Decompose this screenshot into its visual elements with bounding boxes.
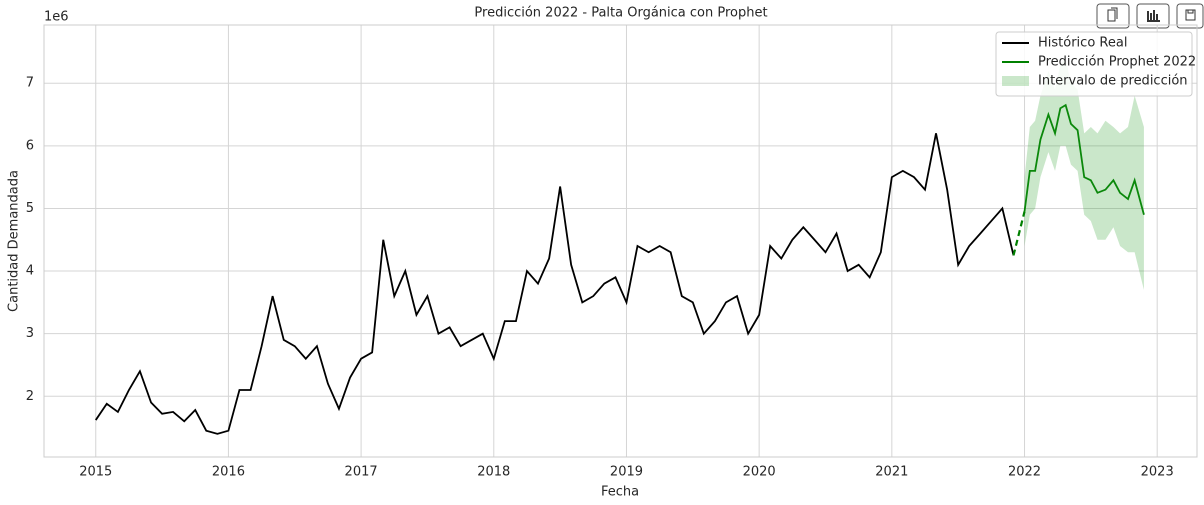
plot-frame	[43, 24, 1198, 458]
legend-swatch	[1002, 76, 1029, 86]
series-line	[1023, 103, 1145, 215]
forecast-connector	[1012, 211, 1026, 256]
x-tick-label: 2020	[743, 465, 776, 480]
series-line	[95, 133, 1015, 435]
legend-label: Intervalo de predicción	[1038, 74, 1188, 89]
y-tick-label: 3	[26, 326, 34, 341]
x-tick-label: 2021	[875, 465, 908, 480]
y-tick-label: 2	[26, 389, 34, 404]
x-tick-label: 2016	[212, 465, 245, 480]
x-tick-label: 2017	[345, 465, 378, 480]
x-axis-label: Fecha	[601, 485, 639, 500]
x-tick-label: 2015	[79, 465, 112, 480]
save-button[interactable]	[1176, 3, 1204, 29]
copy-button[interactable]	[1096, 3, 1130, 29]
y-tick-label: 6	[26, 138, 34, 153]
x-tick-label: 2023	[1141, 465, 1174, 480]
y-tick-label: 4	[26, 264, 34, 279]
x-tick-label: 2019	[610, 465, 643, 480]
y-axis-label: Cantidad Demandada	[7, 170, 22, 312]
y-tick-label: 5	[26, 201, 34, 216]
y-offset-label: 1e6	[44, 10, 69, 25]
toolbar	[1096, 3, 1204, 29]
x-tick-label: 2022	[1008, 465, 1041, 480]
chart-title: Predicción 2022 - Palta Orgánica con Pro…	[474, 6, 767, 21]
legend: Histórico Real Predicción Prophet 2022 Int…	[995, 31, 1196, 97]
legend-box	[995, 31, 1193, 97]
legend-label: Histórico Real	[1038, 36, 1127, 51]
chart-icon	[1147, 10, 1160, 22]
legend-label: Predicción Prophet 2022	[1038, 55, 1196, 70]
x-tick-label: 2018	[477, 465, 510, 480]
save-icon	[1185, 9, 1196, 21]
y-tick-label: 7	[26, 76, 34, 91]
copy-icon	[1107, 7, 1118, 22]
prediction-interval	[1024, 58, 1144, 290]
